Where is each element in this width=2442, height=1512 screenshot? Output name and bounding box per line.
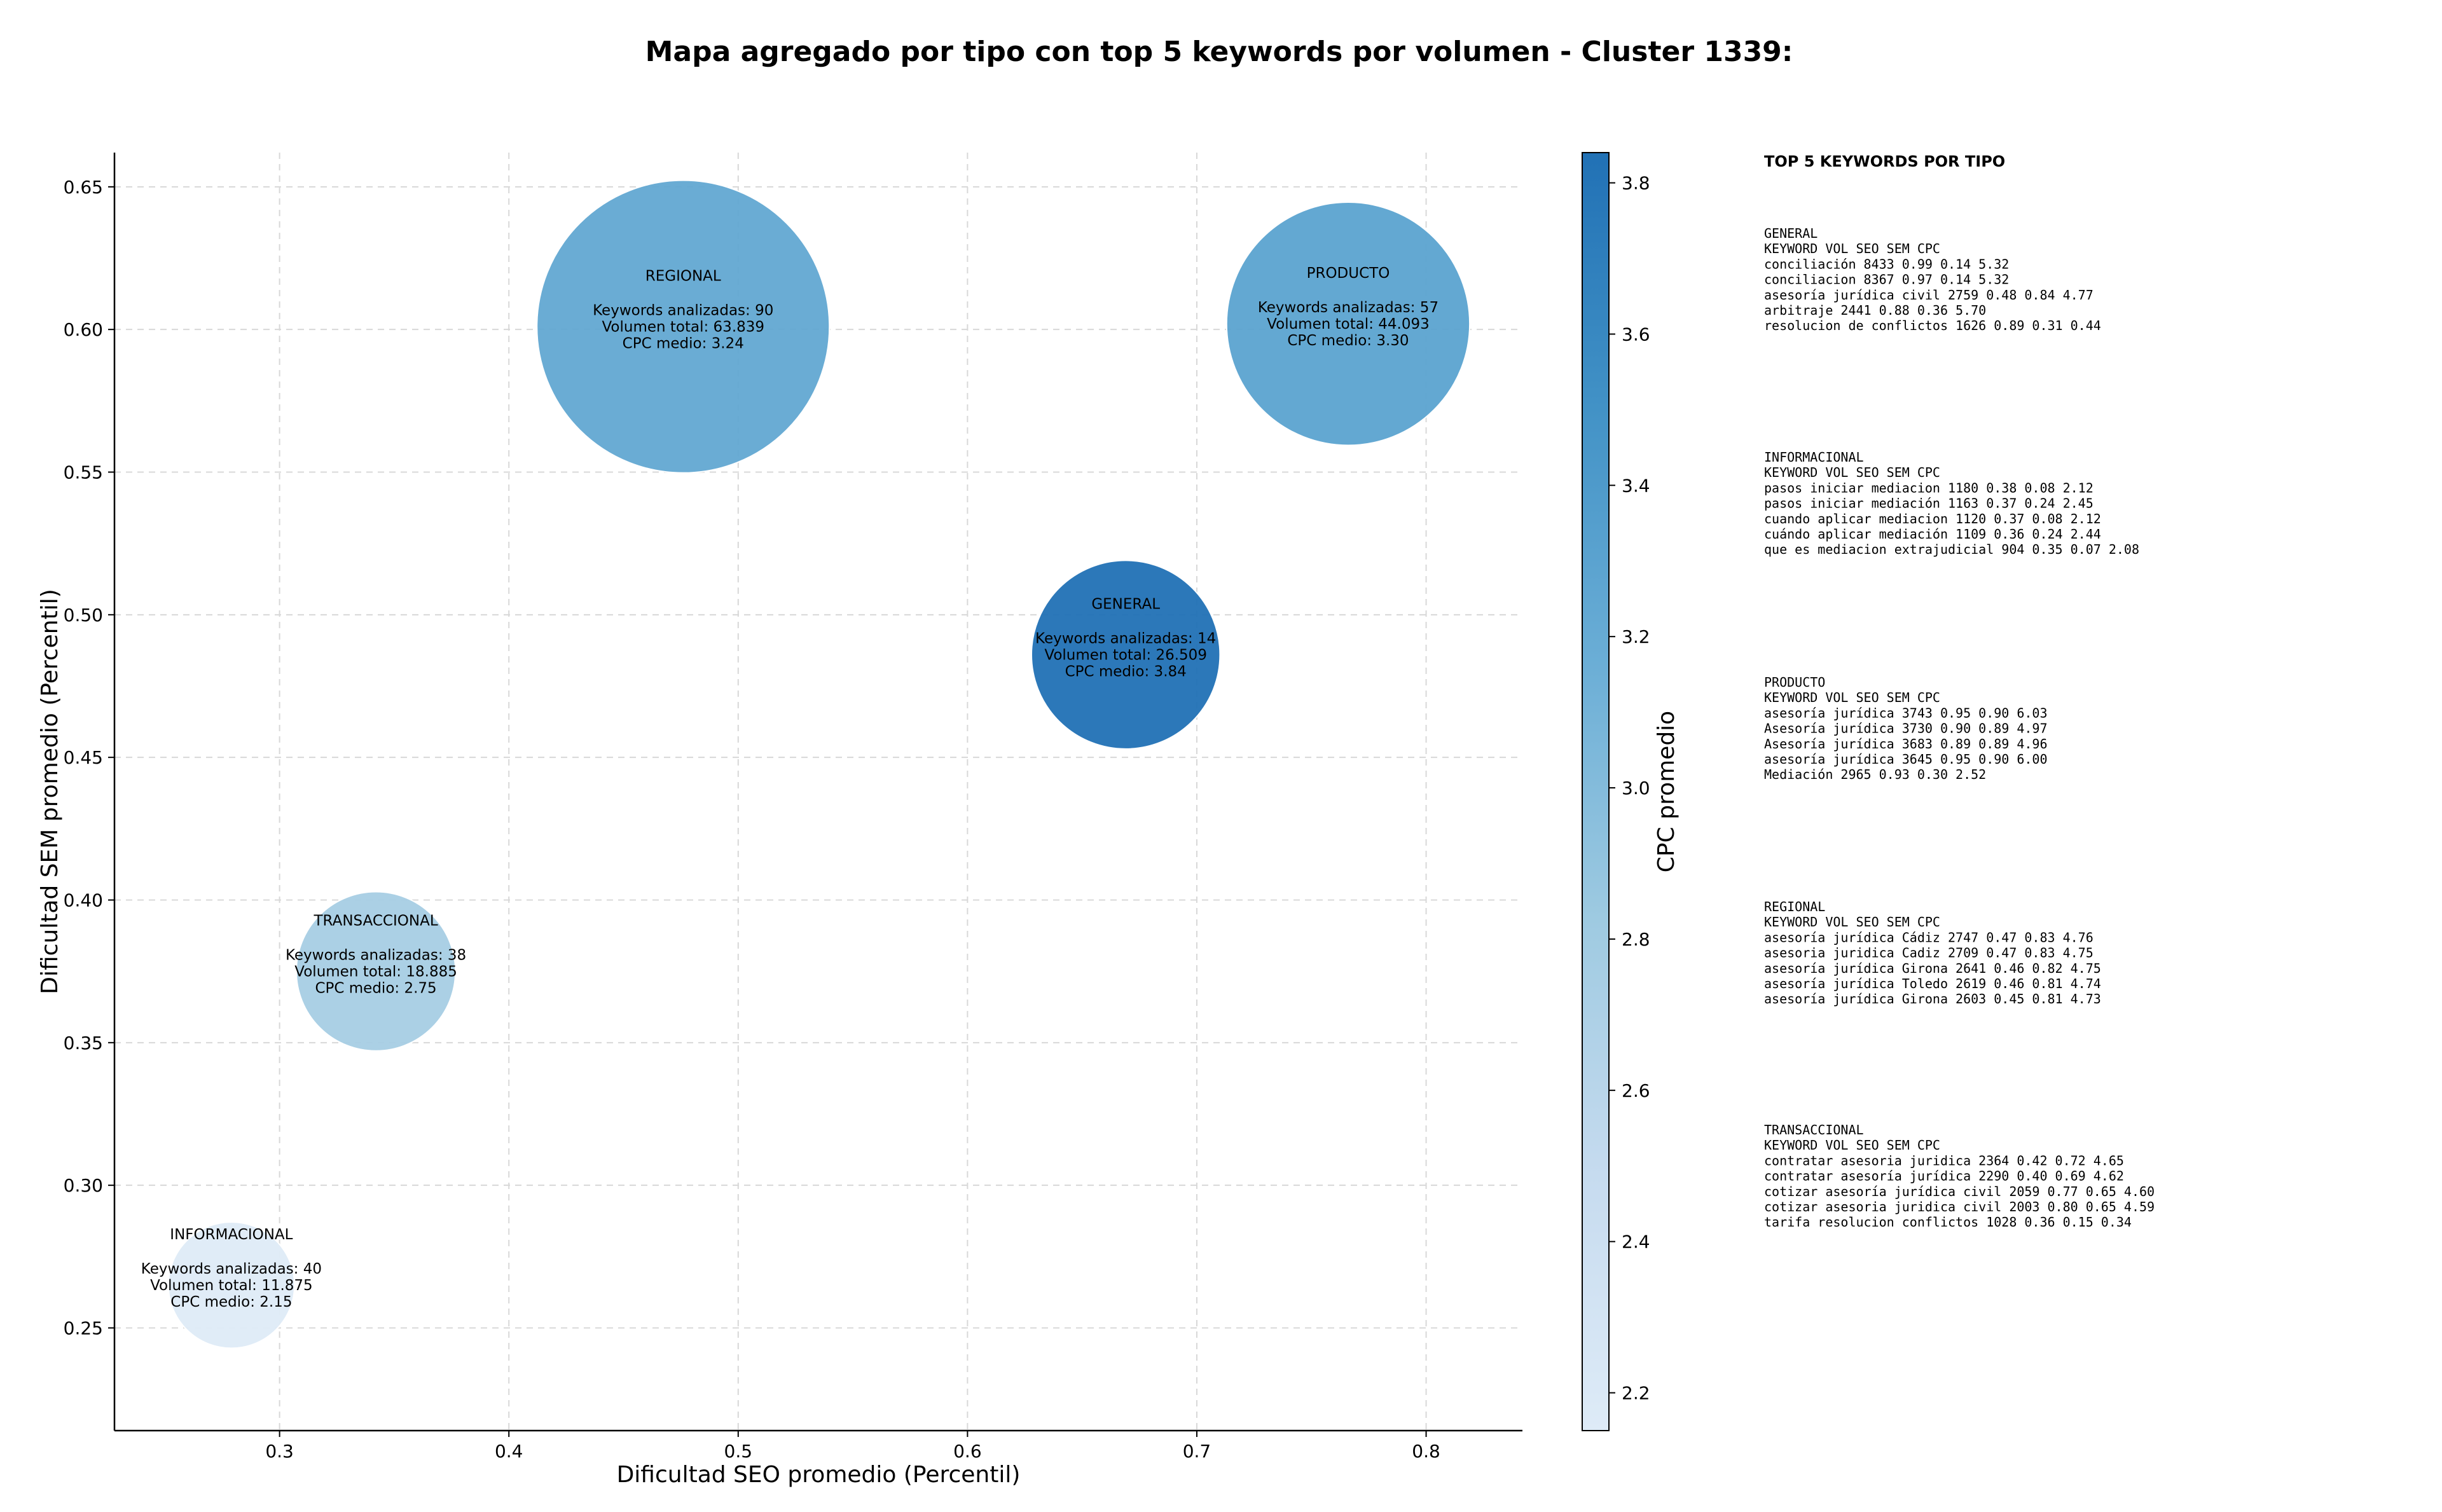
keyword-row: Mediación 2965 0.93 0.30 2.52: [1764, 767, 1986, 782]
y-tick-label: 0.45: [64, 747, 103, 768]
bubble-detail: CPC medio: 3.30: [1287, 333, 1409, 349]
group-name: GENERAL: [1764, 226, 1818, 241]
group-header: KEYWORD VOL SEO SEM CPC: [1764, 690, 1940, 705]
colorbar-tick-label: 2.6: [1622, 1080, 1650, 1101]
bubble-detail: CPC medio: 3.84: [1065, 664, 1187, 680]
keyword-row: asesoría jurídica 3645 0.95 0.90 6.00: [1764, 752, 2048, 767]
bubble-detail: Volumen total: 18.885: [294, 964, 457, 980]
keyword-row: asesoría jurídica Cádiz 2747 0.47 0.83 4…: [1764, 930, 2094, 945]
colorbar-label: CPC promedio: [1653, 711, 1680, 872]
group-header: KEYWORD VOL SEO SEM CPC: [1764, 914, 1940, 930]
bubble-label: PRODUCTO: [1307, 265, 1390, 282]
bubble-detail: Volumen total: 26.509: [1044, 647, 1207, 664]
group-name: PRODUCTO: [1764, 675, 1825, 690]
bubble-detail: CPC medio: 2.15: [170, 1294, 292, 1310]
colorbar-tick-label: 3.4: [1622, 475, 1650, 496]
keyword-row: contratar asesoria juridica 2364 0.42 0.…: [1764, 1153, 2124, 1168]
y-tick-label: 0.50: [64, 605, 103, 626]
y-axis-label: Dificultad SEM promedio (Percentil): [37, 589, 63, 994]
bubble-detail: Volumen total: 44.093: [1267, 316, 1430, 333]
bubble-producto: [1225, 202, 1471, 446]
group-name: REGIONAL: [1764, 899, 1825, 914]
keyword-row: pasos iniciar mediación 1163 0.37 0.24 2…: [1764, 496, 2094, 511]
bubble-detail: Keywords analizadas: 90: [593, 303, 773, 319]
colorbar-tick-label: 3.8: [1622, 173, 1650, 194]
group-name: INFORMACIONAL: [1764, 450, 1864, 465]
bubble-detail: CPC medio: 2.75: [315, 980, 436, 997]
colorbar-tick-label: 2.4: [1622, 1232, 1650, 1253]
keyword-row: asesoría jurídica Girona 2603 0.45 0.81 …: [1764, 991, 2101, 1007]
keyword-row: Asesoría jurídica 3683 0.89 0.89 4.96: [1764, 736, 2048, 752]
bubble-label: TRANSACCIONAL: [313, 913, 438, 930]
keyword-row: conciliación 8433 0.99 0.14 5.32: [1764, 256, 2009, 271]
x-tick-label: 0.8: [1412, 1441, 1440, 1462]
keyword-row: asesoría jurídica Toledo 2619 0.46 0.81 …: [1764, 976, 2101, 991]
group-header: KEYWORD VOL SEO SEM CPC: [1764, 465, 1940, 480]
y-tick-label: 0.40: [64, 890, 103, 911]
colorbar-tick-label: 2.2: [1622, 1383, 1650, 1404]
colorbar-tick-label: 2.8: [1622, 929, 1650, 950]
keyword-row: asesoría jurídica 3743 0.95 0.90 6.03: [1764, 705, 2048, 720]
keyword-row: pasos iniciar mediacion 1180 0.38 0.08 2…: [1764, 480, 2094, 495]
x-tick-label: 0.4: [495, 1441, 523, 1462]
side-table-title: TOP 5 KEYWORDS POR TIPO: [1764, 153, 2005, 170]
colorbar-tick-label: 3.6: [1622, 324, 1650, 345]
keyword-row: cotizar asesoría jurídica civil 2059 0.7…: [1764, 1184, 2155, 1199]
colorbar-tick-label: 3.0: [1622, 778, 1650, 799]
keyword-row: que es mediacion extrajudicial 904 0.35 …: [1764, 542, 2139, 557]
bubble-detail: Keywords analizadas: 14: [1035, 631, 1216, 647]
x-tick-label: 0.5: [724, 1441, 753, 1462]
bubble-detail: Keywords analizadas: 40: [141, 1261, 322, 1277]
x-tick-label: 0.7: [1183, 1441, 1211, 1462]
x-tick-label: 0.6: [953, 1441, 982, 1462]
keyword-row: contratar asesoría jurídica 2290 0.40 0.…: [1764, 1169, 2124, 1184]
x-axis-label: Dificultad SEO promedio (Percentil): [617, 1462, 1021, 1488]
keyword-row: cuándo aplicar mediación 1109 0.36 0.24 …: [1764, 526, 2101, 542]
bubble-detail: Volumen total: 11.875: [150, 1277, 313, 1294]
bubble-detail: Keywords analizadas: 57: [1258, 299, 1438, 316]
keyword-row: arbitraje 2441 0.88 0.36 5.70: [1764, 303, 1986, 318]
bubble-transaccional: [295, 891, 457, 1052]
y-tick-label: 0.35: [64, 1033, 103, 1054]
x-tick-label: 0.3: [265, 1441, 294, 1462]
y-tick-label: 0.60: [64, 319, 103, 340]
y-tick-label: 0.55: [64, 462, 103, 483]
y-tick-label: 0.30: [64, 1175, 103, 1196]
y-tick-label: 0.65: [64, 177, 103, 198]
bubble-label: INFORMACIONAL: [170, 1227, 293, 1243]
bubble-label: REGIONAL: [645, 268, 721, 285]
bubble-detail: Volumen total: 63.839: [602, 319, 764, 336]
colorbar-tick-label: 3.2: [1622, 626, 1650, 647]
keyword-row: resolucion de conflictos 1626 0.89 0.31 …: [1764, 318, 2101, 333]
chart-title: Mapa agregado por tipo con top 5 keyword…: [645, 36, 1793, 68]
bubble-detail: Keywords analizadas: 38: [286, 947, 466, 964]
keyword-row: Asesoría jurídica 3730 0.90 0.89 4.97: [1764, 721, 2048, 736]
keyword-row: tarifa resolucion conflictos 1028 0.36 0…: [1764, 1214, 2132, 1230]
keyword-row: asesoría jurídica Girona 2641 0.46 0.82 …: [1764, 961, 2101, 976]
keyword-row: asesoria juridica Cadiz 2709 0.47 0.83 4…: [1764, 945, 2094, 961]
y-tick-label: 0.25: [64, 1317, 103, 1338]
bubble-detail: CPC medio: 3.24: [623, 336, 744, 352]
keyword-row: cotizar asesoria juridica civil 2003 0.8…: [1764, 1199, 2155, 1214]
bubble-general: [1030, 560, 1221, 750]
bubble-regional: [536, 179, 831, 474]
bubble-informacional: [167, 1221, 296, 1349]
colorbar: [1582, 152, 1610, 1431]
keyword-row: cuando aplicar mediacion 1120 0.37 0.08 …: [1764, 511, 2101, 526]
keyword-row: asesoría jurídica civil 2759 0.48 0.84 4…: [1764, 287, 2094, 303]
bubble-label: GENERAL: [1091, 596, 1160, 613]
group-header: KEYWORD VOL SEO SEM CPC: [1764, 241, 1940, 256]
group-name: TRANSACCIONAL: [1764, 1122, 1864, 1137]
keyword-row: conciliacion 8367 0.97 0.14 5.32: [1764, 272, 2009, 287]
group-header: KEYWORD VOL SEO SEM CPC: [1764, 1137, 1940, 1153]
